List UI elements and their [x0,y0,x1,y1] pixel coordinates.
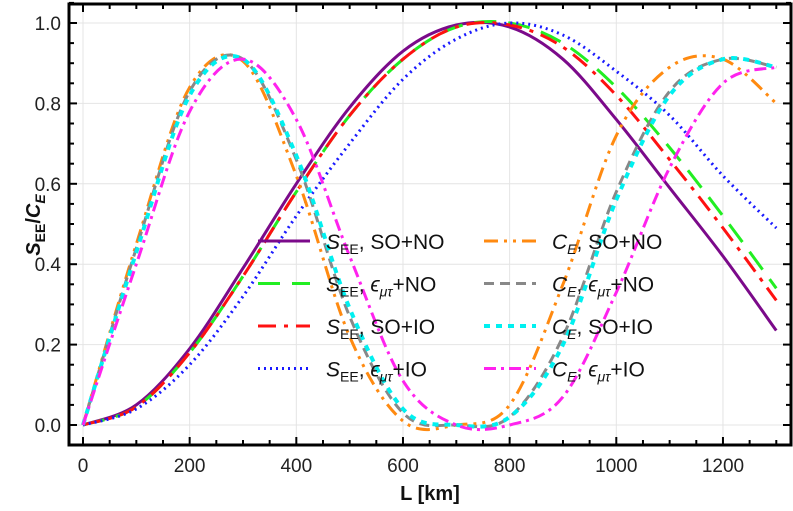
legend-label-1: SEE, ϵμτ+NO [326,274,436,300]
legend-label-6: CE, SO+IO [552,316,653,342]
series-curve-2 [82,21,778,427]
y-tick-label: 0.0 [35,416,61,437]
svg-text:SEE/CE: SEE/CE [23,194,48,256]
x-tick-label: 800 [494,456,526,477]
x-tick-label: 1000 [595,456,637,477]
grid-lines [69,4,791,445]
x-tick-labels: 0 200 400 600 800 1000 1200 [78,456,744,477]
plot-curves [81,20,778,432]
series-curve-6 [81,54,777,429]
x-tick-label: 400 [280,456,312,477]
y-tick-label: 0.6 [35,175,61,196]
series-curve-0 [82,20,778,427]
legend-label-4: CE, SO+NO [552,231,662,257]
y-title-sub-ee: EE [32,224,48,243]
y-tick-labels: 0.0 0.2 0.4 0.6 0.8 1.0 [35,14,62,437]
x-tick-label: 0 [78,456,89,477]
y-tick-label: 0.2 [35,336,61,357]
legend: SEE, SO+NO SEE, ϵμτ+NO SEE, SO+IO SEE, ϵμτ+… [258,231,662,385]
y-tick-label: 0.8 [35,94,61,115]
y-title-sub-e: E [32,194,48,204]
axis-ticks [69,1,791,447]
y-axis-title: SEE/CE [23,194,48,256]
series-curve-4 [81,53,778,432]
legend-label-5: CE, ϵμτ+NO [552,274,654,300]
series-curve-1 [82,20,778,427]
x-tick-label: 200 [174,456,206,477]
legend-label-3: SEE, ϵμτ+IO [326,359,427,385]
y-title-slash: / [23,218,45,224]
series-curve-7 [81,57,777,432]
plot-frame [67,2,793,447]
legend-label-2: SEE, SO+IO [326,316,435,342]
series-curve-5 [81,53,777,429]
legend-label-7: CE, ϵμτ+IO [552,359,645,385]
y-title-s: S [23,242,45,256]
x-tick-label: 600 [387,456,419,477]
y-title-c: C [23,203,45,218]
y-tick-label: 1.0 [35,14,61,35]
x-axis-title: L [km] [400,483,460,505]
x-tick-label: 1200 [702,456,744,477]
y-tick-label: 0.4 [35,255,62,276]
legend-label-0: SEE, SO+NO [326,231,444,257]
series-curve-3 [82,21,778,427]
